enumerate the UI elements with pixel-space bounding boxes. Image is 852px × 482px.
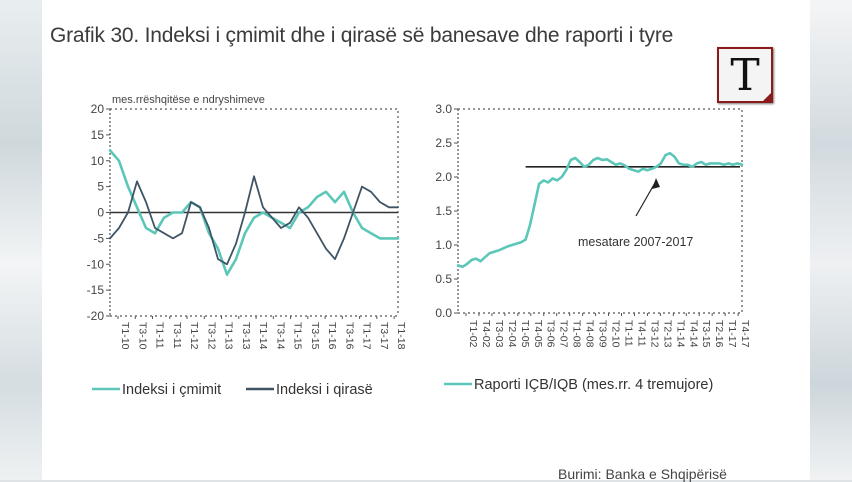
y-tick-label: 1.0: [435, 238, 452, 252]
background-left: [0, 0, 45, 480]
logo-corner: [761, 91, 773, 103]
y-tick-label: 20: [91, 102, 105, 116]
y-tick-label: -10: [87, 257, 105, 271]
y-tick-label: -15: [87, 283, 105, 297]
tv-logo: T: [717, 47, 773, 103]
x-tick-label: T4-17: [739, 320, 751, 348]
unit-label: mes.rrëshqitëse e ndryshimeve: [112, 94, 265, 106]
x-tick-label: T1-12: [188, 322, 200, 350]
x-tick-label: T1-16: [326, 322, 338, 350]
x-tick-label: T3-06: [545, 320, 557, 348]
plot-frame: [458, 108, 743, 313]
x-tick-label: T3-12: [205, 322, 217, 350]
chart-title: Grafik 30. Indeksi i çmimit dhe i qirasë…: [50, 24, 674, 47]
x-tick-label: T1-17: [361, 322, 373, 350]
x-tick-label: T1-11: [154, 322, 166, 349]
y-tick-label: 10: [91, 154, 105, 168]
reference-label: mesatare 2007-2017: [578, 235, 693, 249]
x-tick-label: T1-15: [292, 322, 304, 350]
x-tick-label: T4-08: [584, 320, 596, 348]
x-tick-label: T3-15: [309, 322, 321, 350]
legend-label: Indeksi i çmimit: [122, 382, 221, 398]
x-tick-label: T3-15: [700, 320, 712, 348]
y-tick-label: 0.0: [435, 306, 452, 320]
y-tick-label: 3.0: [435, 102, 452, 116]
x-tick-label: T3-14: [274, 322, 286, 350]
y-tick-label: -20: [87, 309, 105, 323]
x-tick-label: T1-14: [257, 322, 269, 350]
x-tick-label: T3-16: [343, 322, 355, 350]
source-note: Burimi: Banka e Shqipërisë: [558, 466, 727, 482]
x-tick-label: T1-11: [622, 320, 634, 347]
x-tick-label: T3-12: [648, 320, 660, 348]
y-tick-label: 0: [97, 206, 104, 220]
y-tick-label: 1.5: [435, 204, 452, 218]
x-tick-label: T4-11: [635, 320, 647, 347]
x-tick-label: T4-05: [532, 320, 544, 348]
x-tick-label: T1-18: [395, 322, 407, 350]
background-right: [807, 0, 852, 480]
y-tick-label: -5: [93, 231, 104, 245]
series-line: [108, 149, 400, 276]
y-tick-label: 2.5: [435, 136, 452, 150]
x-tick-label: T3-11: [171, 322, 183, 349]
y-tick-label: 5: [97, 180, 104, 194]
x-tick-label: T4-02: [480, 320, 492, 348]
x-tick-label: T1-17: [726, 320, 738, 348]
y-tick-label: 0.5: [435, 272, 452, 286]
legend-label: Indeksi i qirasë: [276, 382, 373, 398]
slide: [42, 0, 810, 480]
x-tick-label: T1-02: [467, 320, 479, 348]
x-tick-label: T2-16: [713, 320, 725, 348]
x-tick-label: T3-10: [136, 322, 148, 350]
x-tick-label: T2-13: [661, 320, 673, 348]
x-tick-label: T1-13: [223, 322, 235, 350]
x-tick-label: T3-09: [597, 320, 609, 348]
series-line: [456, 151, 744, 269]
y-tick-label: 15: [91, 128, 105, 142]
x-tick-label: T2-10: [610, 320, 622, 348]
x-tick-label: T1-05: [519, 320, 531, 348]
x-tick-label: T3-13: [240, 322, 252, 350]
logo-letter: T: [730, 50, 760, 101]
x-tick-label: T1-14: [674, 320, 686, 348]
x-tick-label: T4-14: [687, 320, 699, 348]
x-tick-label: T2-07: [558, 320, 570, 348]
plot-frame: [110, 108, 399, 316]
x-tick-label: T3-17: [378, 322, 390, 350]
legend-label: Raporti IÇB/IQB (mes.rr. 4 tremujore): [474, 377, 713, 393]
x-tick-label: T1-08: [571, 320, 583, 348]
series-line: [109, 175, 399, 266]
annotation-arrow: [635, 180, 657, 217]
x-tick-label: T2-04: [506, 320, 518, 348]
annotation-arrow-head: [652, 178, 660, 189]
y-tick-label: 2.0: [435, 170, 452, 184]
x-tick-label: T3-03: [493, 320, 505, 348]
x-tick-label: T1-10: [119, 322, 131, 350]
